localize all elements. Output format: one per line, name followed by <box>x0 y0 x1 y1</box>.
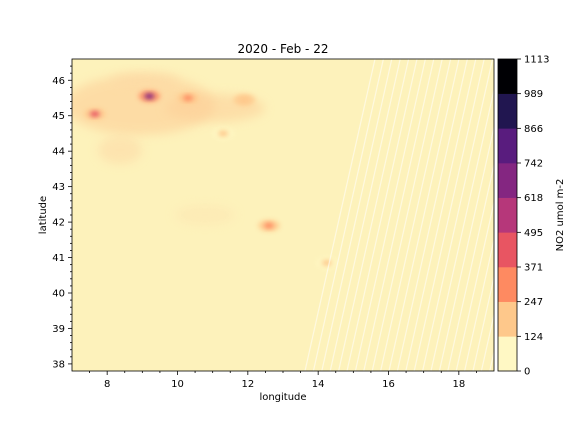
plot-area <box>71 58 576 372</box>
swath-stripe <box>338 59 410 371</box>
hotspot <box>218 130 229 137</box>
swath-stripe <box>396 59 468 371</box>
y-tick-label: 42 <box>52 218 65 229</box>
hotspot <box>321 259 332 266</box>
swath-stripe <box>405 59 477 371</box>
x-tick-label: 14 <box>312 379 325 390</box>
colorbar-tick-label: 247 <box>524 297 543 308</box>
colorbar-segment <box>498 232 517 268</box>
colorbar-tick-label: 742 <box>524 159 543 170</box>
hotspot <box>183 95 194 101</box>
plume-alps <box>110 72 180 88</box>
y-axis-label: latitude <box>38 196 49 234</box>
swath-stripe <box>354 59 426 371</box>
swath-stripe <box>422 59 494 371</box>
x-tick-label: 8 <box>104 379 110 390</box>
hotspot <box>144 93 155 100</box>
swath-stripe <box>346 59 418 371</box>
colorbar-segment <box>498 197 517 233</box>
colorbar-segment <box>498 336 517 372</box>
swath-stripe <box>312 59 384 371</box>
y-tick-label: 41 <box>52 253 65 264</box>
swath-stripe <box>321 59 393 371</box>
colorbar: 0 124 247 371 495 618 742 866 989 1113 <box>497 55 549 378</box>
colorbar-tick-label: 866 <box>524 124 543 135</box>
colorbar-segment <box>498 301 517 337</box>
swath-stripe <box>515 59 576 371</box>
swath-stripe <box>413 59 485 371</box>
y-tick-label: 46 <box>52 76 65 87</box>
colorbar-segment <box>498 128 517 164</box>
x-tick-label: 12 <box>241 379 254 390</box>
swath-stripe <box>329 59 401 371</box>
colorbar-tick-label: 989 <box>524 89 543 100</box>
x-tick-label: 10 <box>171 379 184 390</box>
colorbar-tick-label: 0 <box>524 367 530 378</box>
y-tick-label: 45 <box>52 111 65 122</box>
swath-stripe <box>455 199 494 371</box>
swath-stripe <box>447 162 494 371</box>
colorbar-segment <box>498 59 517 94</box>
swath-stripe <box>523 59 576 371</box>
swath-stripe <box>371 59 443 371</box>
swath-stripe <box>472 274 494 371</box>
colorbar-segment <box>498 163 517 198</box>
x-axis: 8 10 12 14 16 18 <box>89 371 477 390</box>
colorbar-tick-label: 1113 <box>524 55 549 66</box>
colorbar-segment <box>498 93 517 129</box>
y-tick-label: 39 <box>52 324 65 335</box>
hotspot-layer <box>83 90 338 269</box>
swath-stripes <box>304 59 576 371</box>
colorbar-tick-label: 618 <box>524 193 543 204</box>
swath-stripe <box>480 312 494 371</box>
y-tick-label: 40 <box>52 289 65 300</box>
y-axis: 38 39 40 41 42 43 44 45 46 <box>52 65 72 370</box>
swath-stripe <box>532 59 576 371</box>
colorbar-segment <box>498 267 517 302</box>
swath-stripe <box>304 59 376 371</box>
swath-stripe <box>438 124 494 371</box>
swath-stripe <box>565 59 576 371</box>
hotspot <box>263 222 274 229</box>
swath-stripe <box>388 59 460 371</box>
y-tick-label: 38 <box>52 359 65 370</box>
hotspot <box>89 110 100 117</box>
colorbar-tick-label: 371 <box>524 263 543 274</box>
swath-stripe <box>430 87 494 371</box>
plume-emilia <box>98 136 142 164</box>
heatmap-field <box>72 59 576 371</box>
colorbar-tick-label: 124 <box>524 332 543 343</box>
x-tick-label: 16 <box>382 379 395 390</box>
colorbar-tick-label: 495 <box>524 228 543 239</box>
y-tick-label: 44 <box>52 147 65 158</box>
plume-po-valley <box>72 75 215 135</box>
swath-stripe <box>464 237 494 371</box>
chart-title: 2020 - Feb - 22 <box>238 42 329 56</box>
x-axis-label: longitude <box>259 392 306 403</box>
plume-tuscany <box>175 205 235 225</box>
colorbar-label: NO2 umol m-2 <box>555 179 566 252</box>
swath-stripe <box>380 59 452 371</box>
swath-stripe <box>363 59 435 371</box>
y-tick-label: 43 <box>52 182 65 193</box>
colorbar-frame <box>497 58 518 372</box>
hotspot <box>239 96 250 103</box>
x-tick-label: 18 <box>452 379 465 390</box>
